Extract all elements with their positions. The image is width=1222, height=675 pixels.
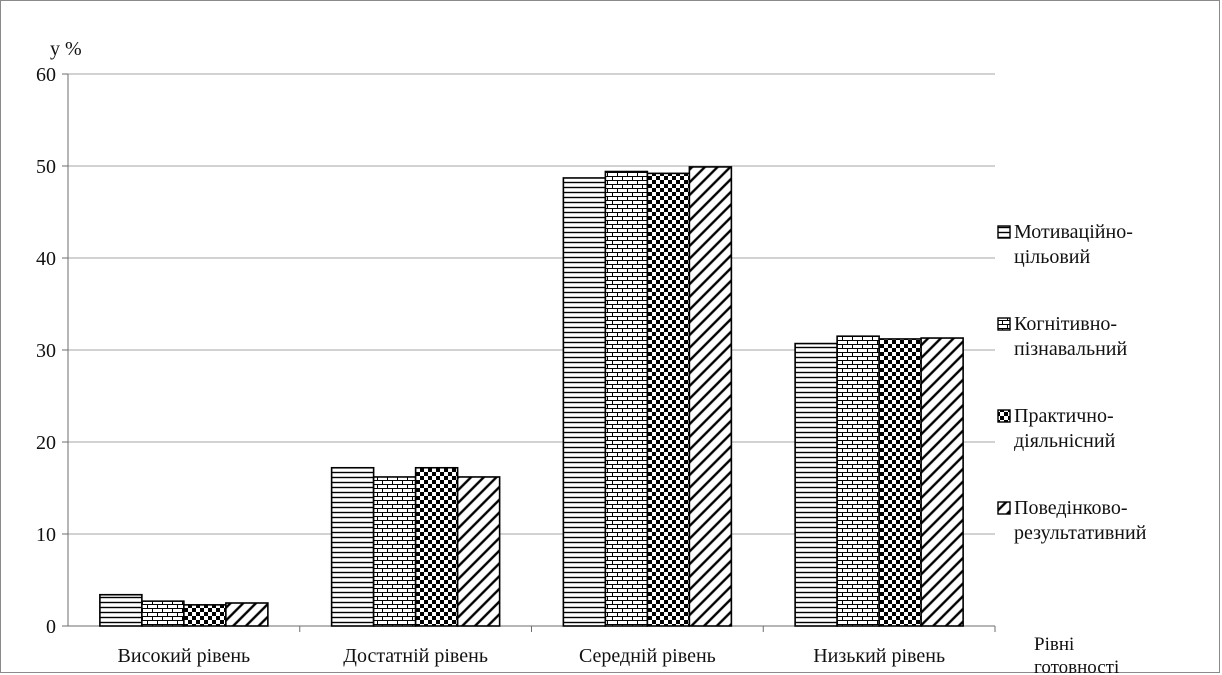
bar [646, 172, 691, 627]
legend-label: Когнітивно- [1014, 313, 1117, 335]
bar [141, 600, 185, 627]
bar [878, 338, 922, 627]
legend-label: Практично- [1014, 405, 1114, 427]
y-tick-label: 10 [36, 524, 56, 546]
bar [688, 166, 733, 627]
x-tick-label: Достатній рівень [343, 645, 488, 667]
x-tick-label: Низький рівень [813, 645, 945, 667]
legend-label: пізнавальний [1014, 338, 1127, 360]
x-axis-label-line-2: готовності [1034, 657, 1119, 675]
y-tick-label: 50 [36, 156, 56, 178]
y-tick-label: 20 [36, 432, 56, 454]
bar [330, 466, 375, 627]
bars [99, 166, 964, 627]
y-axis-label: у % [50, 38, 82, 60]
legend-label: Мотиваційно- [1014, 221, 1133, 243]
legend-label: діяльнісний [1014, 430, 1116, 452]
legend-swatch [997, 317, 1011, 331]
bar [456, 476, 501, 627]
bar [836, 335, 880, 627]
x-axis-label-line-1: Рівні [1034, 634, 1074, 655]
tick-labels: 0 10 20 30 40 50 60 Високий рівень Достатній рів… [36, 64, 945, 667]
y-tick-label: 60 [36, 64, 56, 86]
x-tick-label: Високий рівень [118, 645, 251, 667]
y-tick-label: 40 [36, 248, 56, 270]
bar [794, 342, 838, 627]
legend-swatch [997, 225, 1011, 239]
bar [604, 170, 649, 627]
bar [372, 476, 417, 627]
y-tick-label: 30 [36, 340, 56, 362]
x-tick-label: Середній рівень [579, 645, 716, 667]
bar [225, 602, 269, 627]
legend: Мотиваційно-цільовий Когнітивно-пізнаваль… [997, 221, 1147, 544]
legend-label: Поведінково- [1014, 497, 1128, 519]
bar [99, 593, 143, 627]
y-tick-label: 0 [46, 616, 56, 638]
bar [920, 337, 964, 627]
bar [414, 466, 459, 627]
legend-swatch [997, 409, 1011, 423]
bar [183, 604, 227, 627]
bar [562, 177, 607, 627]
legend-swatch [997, 501, 1011, 515]
x-axis-label: Рівні готовності [1034, 634, 1119, 675]
legend-label: результативний [1014, 522, 1147, 544]
legend-label: цільовий [1014, 246, 1091, 268]
